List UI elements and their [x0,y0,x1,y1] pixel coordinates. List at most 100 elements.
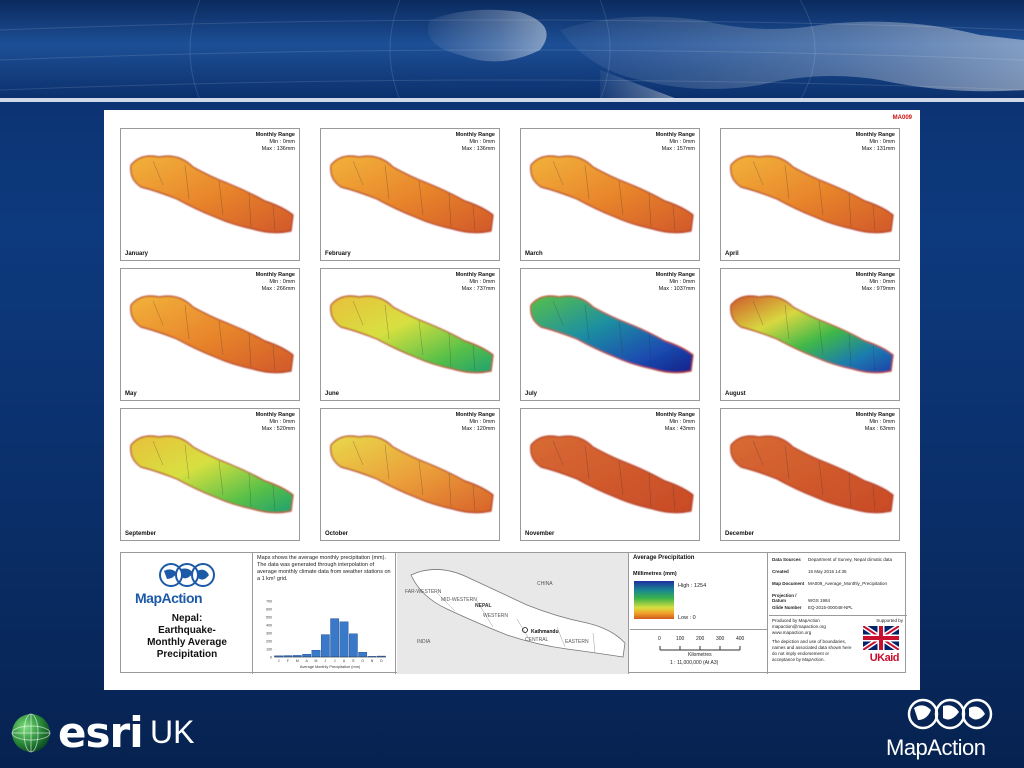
histogram-bar [311,650,321,658]
legend-min: Min : 0mm [469,139,495,145]
legend-title: Monthly Range [655,272,695,278]
union-flag-icon [863,626,899,650]
nepal-precipitation-map [330,295,494,374]
histogram-y-tick: 200 [266,640,272,644]
histogram-x-tick: O [361,659,364,663]
label-far-western: FAR-WESTERN [405,589,442,595]
label-mid-western: MID-WESTERN [441,597,477,603]
legend-min: Min : 0mm [869,139,895,145]
histogram-x-tick: J [278,659,280,663]
poster-info-strip: MapAction Nepal: Earthquake- Monthly Ave… [120,552,907,674]
world-map-banner [0,0,1024,100]
histogram-x-tick: J [334,659,336,663]
histogram-y-tick: 400 [266,624,272,628]
legend-max: Max : 1037mm [658,286,695,292]
label-kathmandu: Kathmandu [531,629,559,635]
histogram-bar [320,634,330,658]
legend-min: Min : 0mm [669,419,695,425]
title-block: MapAction Nepal: Earthquake- Monthly Ave… [121,553,253,674]
histogram-y-tick: 600 [266,608,272,612]
monthly-range-legend: Monthly Range Min : 0mm Max : 136mm [256,132,295,153]
histogram-y-tick: 300 [266,632,272,636]
monthly-range-legend: Monthly Range Min : 0mm Max : 737mm [456,272,495,293]
histogram-x-tick: A [343,659,346,663]
scale-tick: 100 [676,636,685,642]
monthly-map-panel: Monthly Range Min : 0mm Max : 157mm Marc… [520,128,700,261]
header-divider [0,98,1024,102]
nepal-precipitation-map [730,295,894,374]
monthly-map-panel: Monthly Range Min : 0mm Max : 1037mm Jul… [520,268,700,401]
month-label: February [325,251,351,257]
produced-by: Produced by MapAction mapaction@mapactio… [772,618,852,662]
header-band [0,0,1024,100]
legend-title: Monthly Range [255,412,295,418]
month-label: August [725,391,746,397]
monthly-map-panel: Monthly Range Min : 0mm Max : 136mm Febr… [320,128,500,261]
legend-title: Average Precipitation [633,555,695,561]
supported-by-label: Supported by [876,618,903,623]
legend-title: Monthly Range [655,132,695,138]
month-label: September [125,531,157,537]
scale-tick: 400 [736,636,745,642]
month-label: April [725,251,739,257]
legend-title: Monthly Range [855,412,895,418]
esri-globe-icon [11,713,51,753]
monthly-range-legend: Monthly Range Min : 0mm Max : 979mm [856,272,895,293]
scale-tick: 0 [658,636,661,642]
nepal-precipitation-map [730,435,894,514]
monthly-map-panel: Monthly Range Min : 0mm Max : 266mm May [120,268,300,401]
label-central: CENTRAL [525,637,549,643]
nepal-precipitation-map [730,155,894,234]
legend-min: Min : 0mm [269,139,295,145]
month-label: March [525,251,543,257]
nepal-precipitation-map [330,435,494,514]
label-western: WESTERN [483,613,508,619]
scale-bar-graphic [659,646,741,651]
legend-title: Monthly Range [255,132,295,138]
monthly-map-panel: Monthly Range Min : 0mm Max : 979mm Augu… [720,268,900,401]
legend-title: Monthly Range [655,412,695,418]
scale-tick: 300 [716,636,725,642]
monthly-range-legend: Monthly Range Min : 0mm Max : 157mm [656,132,695,153]
label-india: INDIA [417,639,431,645]
legend-max: Max : 157mm [661,146,695,152]
legend-color-ramp [634,581,674,619]
meta-row: Glide Number EQ-2015-000048-NPL [772,605,853,610]
legend-max: Max : 43mm [664,426,695,432]
scale-bar: 0 100 200 300 400 Kilometres 1 : 11,000,… [630,629,768,674]
scale-ratio: 1 : 11,000,000 (At A3) [670,660,719,666]
month-label: December [725,531,755,537]
monthly-map-panel: Monthly Range Min : 0mm Max : 43mm Novem… [520,408,700,541]
credits-block: Produced by MapAction mapaction@mapactio… [769,615,907,674]
legend-max: Max : 266mm [261,286,295,292]
month-label: October [325,531,349,537]
legend-max: Max : 520mm [261,426,295,432]
legend-max: Max : 136mm [461,146,495,152]
scale-tick: 200 [696,636,705,642]
histogram-y-tick: 100 [266,648,272,652]
meta-row: Data Sources Department of Survey, Nepal … [772,557,892,562]
nepal-precipitation-map [530,155,694,234]
legend-block: Average Precipitation Millimetres (mm) H… [630,553,768,674]
month-label: July [525,391,538,397]
legend-title: Monthly Range [855,272,895,278]
mapaction-globes-icon [907,698,993,730]
monthly-map-panel: Monthly Range Min : 0mm Max : 63mm Decem… [720,408,900,541]
legend-max: Max : 136mm [261,146,295,152]
esri-logo-text: esri [58,708,144,757]
legend-min: Min : 0mm [669,279,695,285]
description-text: Maps shows the average monthly precipita… [257,555,391,582]
monthly-range-legend: Monthly Range Min : 0mm Max : 43mm [656,412,695,433]
nepal-precipitation-map [130,435,294,514]
meta-row: Projection / Datum WGS 1984 [772,593,831,603]
month-label: May [125,391,137,397]
histogram-caption: Average Monthly Precipitation (mm) [300,665,361,669]
legend-min: Min : 0mm [469,279,495,285]
histogram-bar [348,633,358,658]
histogram-x-tick: D [380,659,383,663]
map-reference-code: MA009 [892,115,912,121]
histogram-x-tick: M [296,659,299,663]
month-label: November [525,531,555,537]
month-label: January [125,251,149,257]
monthly-range-legend: Monthly Range Min : 0mm Max : 266mm [256,272,295,293]
